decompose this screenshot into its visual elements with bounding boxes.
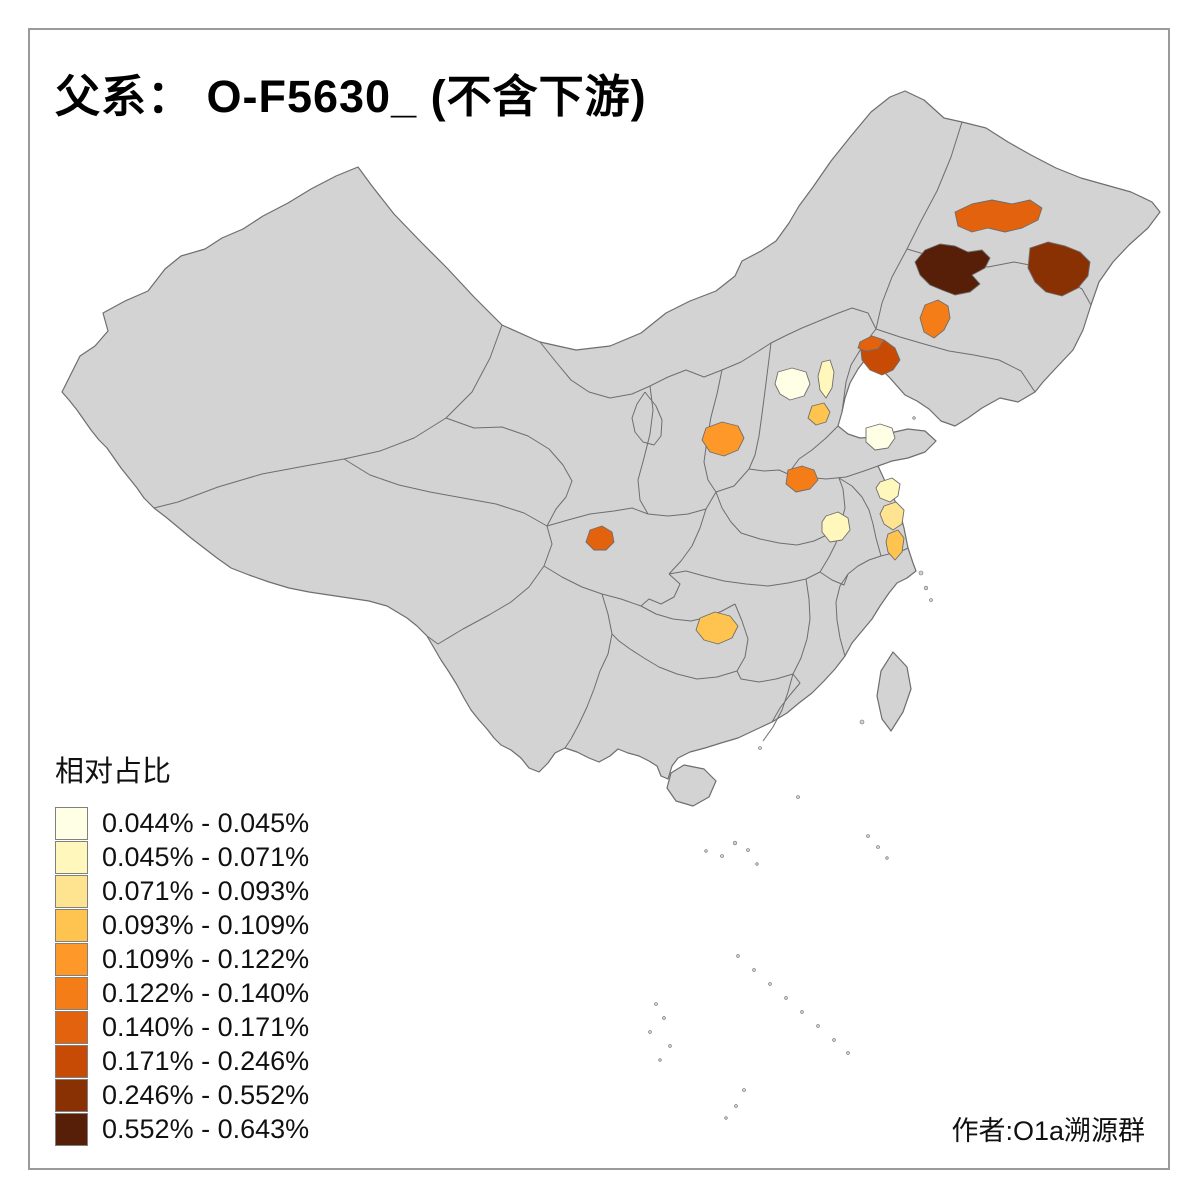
province-border	[875, 328, 1036, 393]
region-northeast-harbin	[914, 243, 991, 296]
province-border	[715, 491, 742, 534]
province-border	[771, 673, 801, 723]
region-beijing	[774, 367, 811, 401]
province-border	[715, 468, 750, 493]
legend-swatch	[55, 976, 88, 1010]
taiwan-island	[876, 651, 912, 732]
legend-item: 0.071% - 0.093%	[55, 874, 385, 908]
province-border	[734, 603, 749, 672]
region-liaoning-shenyang	[919, 299, 951, 339]
region-guizhou-central	[695, 611, 739, 645]
province-border	[668, 570, 821, 587]
region-jiangsu-north	[875, 477, 901, 503]
region-henan-central	[785, 465, 819, 493]
region-northeast-qiqihar	[954, 199, 1043, 233]
legend-item: 0.552% - 0.643%	[55, 1112, 385, 1146]
province-border	[637, 385, 654, 515]
region-liaoning-south-edge	[857, 335, 885, 352]
legend-swatch	[55, 942, 88, 976]
legend-swatch	[55, 1112, 88, 1146]
province-border	[819, 571, 849, 586]
small-islands	[648, 416, 933, 1120]
region-shandong-west	[807, 402, 831, 426]
china-landmass	[61, 90, 1161, 1120]
legend-swatch	[55, 874, 88, 908]
province-border	[640, 603, 736, 622]
region-jiangsu-middle	[879, 501, 905, 531]
legend-label: 0.109% - 0.122%	[102, 943, 310, 974]
province-border	[640, 573, 681, 607]
mainland-outline	[61, 90, 1161, 780]
legend-swatch	[55, 840, 88, 874]
province-borders	[153, 121, 1092, 749]
province-border	[838, 477, 882, 557]
province-border	[546, 507, 649, 527]
legend-title: 相对占比	[55, 756, 172, 788]
province-border	[543, 565, 642, 607]
region-beijing-east-strip	[817, 359, 835, 399]
region-shanxi-south	[701, 421, 745, 457]
province-border	[611, 633, 738, 680]
province-border	[875, 121, 963, 330]
region-shandong-east	[865, 423, 896, 451]
legend-item: 0.044% - 0.045%	[55, 806, 385, 840]
province-border	[647, 491, 717, 517]
province-border	[787, 425, 839, 475]
legend-label: 0.044% - 0.045%	[102, 807, 310, 838]
province-border	[668, 508, 707, 575]
legend-label: 0.071% - 0.093%	[102, 875, 310, 906]
province-border	[748, 342, 772, 470]
legend-label: 0.171% - 0.246%	[102, 1045, 310, 1076]
legend-item: 0.093% - 0.109%	[55, 908, 385, 942]
province-border	[153, 324, 503, 509]
province-border	[792, 578, 811, 675]
legend-swatch	[55, 1010, 88, 1044]
legend-label: 0.552% - 0.643%	[102, 1113, 310, 1144]
region-anhui-central	[821, 511, 851, 543]
author-credit: 作者:O1a溯源群	[951, 1116, 1145, 1146]
legend-label: 0.140% - 0.171%	[102, 1011, 310, 1042]
legend: 相对占比 0.044% - 0.045% 0.045% - 0.071% 0.0…	[55, 748, 385, 1146]
province-border	[445, 417, 573, 527]
province-border	[564, 593, 613, 749]
hainan-island	[666, 764, 717, 807]
legend-item: 0.246% - 0.552%	[55, 1078, 385, 1112]
legend-swatch	[55, 908, 88, 942]
legend-label: 0.122% - 0.140%	[102, 977, 310, 1008]
province-border	[631, 391, 663, 446]
legend-item: 0.045% - 0.071%	[55, 840, 385, 874]
legend-item: 0.171% - 0.246%	[55, 1044, 385, 1078]
legend-item: 0.140% - 0.171%	[55, 1010, 385, 1044]
province-border	[748, 468, 789, 475]
province-border	[762, 673, 794, 742]
region-jiangsu-south-strip	[885, 529, 905, 561]
highlighted-regions	[585, 199, 1091, 645]
region-northeast-east	[1027, 241, 1091, 297]
legend-label: 0.246% - 0.552%	[102, 1079, 310, 1110]
legend-label: 0.093% - 0.109%	[102, 909, 310, 940]
legend-item: 0.109% - 0.122%	[55, 942, 385, 976]
region-sichuan-chengdu	[585, 525, 615, 551]
legend-item: 0.122% - 0.140%	[55, 976, 385, 1010]
legend-swatch	[55, 1078, 88, 1112]
legend-swatch	[55, 806, 88, 840]
legend-swatch	[55, 1044, 88, 1078]
province-border	[343, 458, 553, 645]
province-border	[736, 670, 794, 683]
legend-label: 0.045% - 0.071%	[102, 841, 310, 872]
page-title: 父系： O-F5630_ (不含下游)	[55, 71, 647, 122]
